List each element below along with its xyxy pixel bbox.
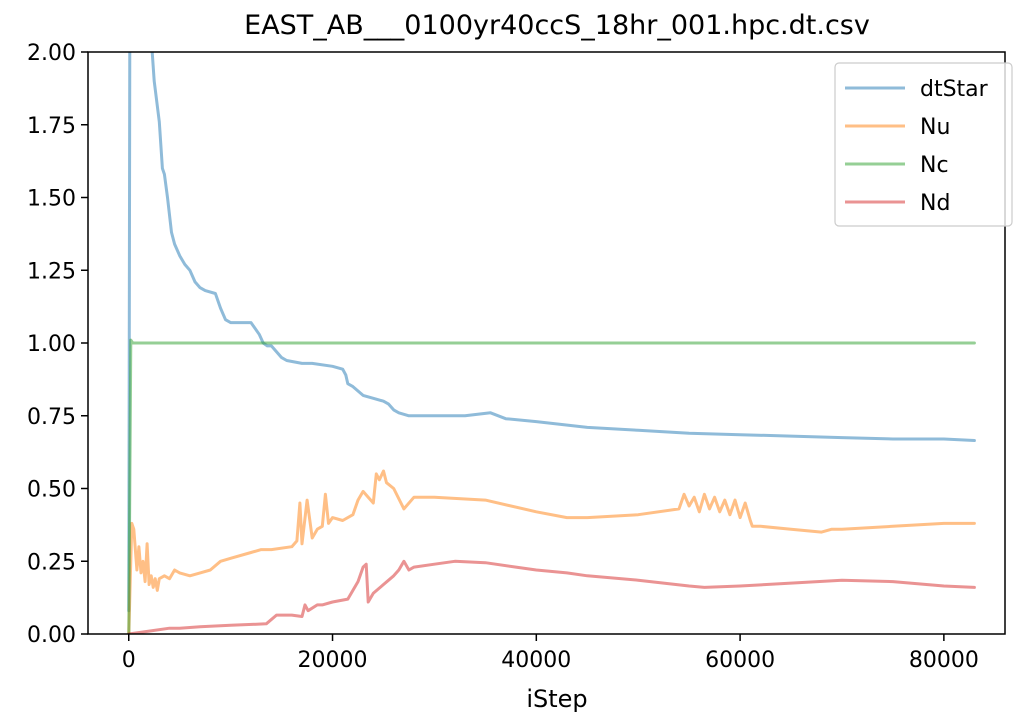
y-tick-label: 1.00 [27,332,76,357]
series-line-dtstar [127,52,976,613]
x-tick-label: 0 [122,648,136,673]
legend-box [834,62,1013,227]
y-tick-label: 0.75 [27,405,76,430]
series-line-nu [127,469,976,634]
chart-title: EAST_AB___0100yr40ccS_18hr_001.hpc.dt.cs… [244,10,870,41]
legend-label-nu: Nu [920,115,950,140]
legend-label-nc: Nc [920,153,949,178]
y-tick-label: 1.50 [27,187,76,212]
x-tick-label: 80000 [909,648,979,673]
legend-label-dtstar: dtStar [920,77,989,102]
y-tick-label: 0.25 [27,550,76,575]
series-layer [127,52,976,634]
x-tick-label: 40000 [501,648,571,673]
legend-label-nd: Nd [920,191,950,216]
legend: dtStar Nu Nc Nd [834,62,1013,227]
x-tick-label: 20000 [298,648,368,673]
y-axis: 0.00 0.25 0.50 0.75 1.00 1.25 1.50 1.75 2.00 [27,41,88,648]
y-tick-label: 1.25 [27,259,76,284]
series-line-nc [127,338,976,634]
y-tick-label: 0.00 [27,623,76,648]
x-axis: 0 20000 40000 60000 80000 [122,634,979,673]
x-tick-label: 60000 [705,648,775,673]
series-line-nd [127,559,976,634]
y-tick-label: 2.00 [27,41,76,66]
y-tick-label: 0.50 [27,478,76,503]
x-axis-label: iStep [526,685,587,713]
y-tick-label: 1.75 [27,114,76,139]
